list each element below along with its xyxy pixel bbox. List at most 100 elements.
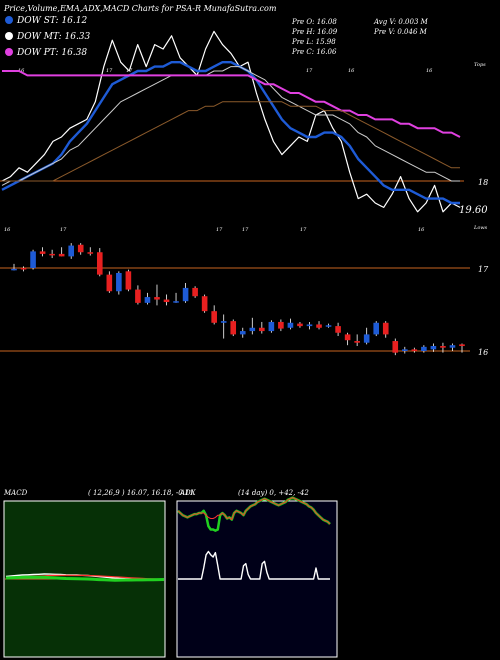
candle-body [11, 268, 17, 271]
stat-pre-open: Pre O: 16.08 [291, 18, 337, 26]
bottom-marker: 17 [216, 227, 223, 233]
candle-body [39, 251, 46, 254]
adx-params: (14 day) 0, +42, -42 [238, 489, 309, 497]
candle-body [30, 251, 36, 268]
candle-body [144, 297, 151, 303]
candle-body [373, 322, 380, 335]
chart-title: Price,Volume,EMA,ADX,MACD Charts for PSA… [3, 4, 277, 13]
stats-block: Pre O: 16.08 Pre H: 16.09 Pre L: 15.98 P… [291, 18, 429, 56]
candle-body [382, 322, 389, 335]
top-marker: 16 [348, 68, 355, 74]
ema-series-3 [2, 70, 461, 138]
bottom-marker: 16 [418, 227, 425, 233]
bottom-marker: 17 [60, 227, 67, 233]
candle-body [430, 346, 437, 350]
adx-series-0 [178, 550, 330, 580]
ema-series-0 [1, 30, 461, 213]
macd-lines [5, 573, 165, 582]
ema-panel: Tops 16 17 17 17 16 16 18 19.60 [0, 30, 488, 216]
level-label: 18 [478, 178, 488, 187]
y-tick-16: 16 [478, 348, 488, 357]
candle-body [68, 245, 74, 257]
ema-series-1 [1, 61, 460, 205]
candle-body [363, 334, 370, 343]
candle-body [249, 327, 256, 332]
candle-body [135, 289, 141, 303]
bottom-markers: 16 17 17 17 17 16 [4, 227, 425, 233]
candle-body [344, 334, 351, 341]
ema-series-4 [2, 101, 460, 182]
candle-body [201, 296, 208, 312]
legend-label-st: DOW ST: 16.12 [16, 16, 87, 26]
adx-series-2 [177, 497, 331, 525]
candle-body [230, 321, 237, 335]
stat-pre-close: Pre C: 16.06 [291, 48, 337, 56]
candle-body [392, 341, 399, 353]
candle-body [87, 252, 94, 254]
legend-label-mt: DOW MT: 16.33 [16, 32, 91, 42]
candle-body [306, 324, 313, 327]
stat-avg-volume: Avg V: 0.003 M [373, 18, 429, 26]
candle-body [278, 321, 284, 329]
bottom-marker: 16 [4, 227, 11, 233]
candle-body [268, 321, 275, 332]
stat-pre-high: Pre H: 16.09 [291, 28, 338, 36]
candle-panel: Lows 16 17 17 17 17 16 17 16 [0, 225, 489, 357]
top-marker: 16 [18, 68, 25, 74]
candle-body [220, 321, 227, 323]
candle-body [449, 345, 456, 348]
candle-body [58, 253, 65, 257]
candle-body [154, 297, 160, 300]
candle-body [354, 341, 360, 343]
macd-params: ( 12,26,9 ) 16.07, 16.18, -0.11 [88, 489, 194, 497]
candle-body [49, 253, 55, 256]
top-marker: 16 [426, 68, 433, 74]
candle-body [182, 287, 189, 302]
macd-series-2 [5, 575, 165, 582]
top-marker: 17 [306, 68, 313, 74]
candle-body [411, 349, 418, 351]
candle-body [239, 331, 246, 335]
y-tick-17: 17 [478, 265, 489, 274]
candle-body [459, 344, 465, 347]
legend-swatch-st [5, 16, 13, 24]
candle-body [192, 287, 198, 297]
candle-body [335, 326, 341, 333]
macd-title: MACD [3, 489, 28, 497]
adx-lines [177, 496, 331, 580]
candle-body [316, 324, 322, 328]
candle-body [211, 311, 217, 323]
candle-body [325, 325, 332, 327]
tops-label: Tops [474, 62, 486, 68]
candle-body [421, 346, 427, 351]
last-value-label: 19.60 [459, 205, 488, 216]
lows-label: Lows [473, 225, 488, 231]
top-marker: 17 [106, 68, 113, 74]
candle-body [20, 268, 27, 270]
stat-pre-low: Pre L: 15.98 [291, 38, 336, 46]
candle-body [125, 271, 132, 290]
macd-panel: MACD ( 12,26,9 ) 16.07, 16.18, -0.11 [3, 489, 194, 658]
candle-body [106, 274, 113, 292]
adx-title: ADX [179, 489, 197, 497]
adx-panel: ADX (14 day) 0, +42, -42 [176, 489, 338, 658]
candle-body [297, 323, 303, 327]
candle-body [116, 272, 122, 292]
candle-body [287, 322, 294, 328]
candle-body [259, 327, 265, 332]
legend-label-pt: DOW PT: 16.38 [16, 48, 87, 58]
candle-body [440, 346, 446, 348]
candle-body [163, 299, 170, 303]
bottom-marker: 17 [242, 227, 249, 233]
legend-swatch-pt [5, 48, 13, 56]
ema-lines [1, 30, 461, 213]
ema-series-2 [1, 66, 460, 186]
candle-body [96, 252, 103, 275]
candles [11, 243, 465, 356]
bottom-marker: 17 [300, 227, 307, 233]
legend-swatch-mt [5, 32, 13, 40]
candle-body [173, 301, 179, 303]
legend: DOW ST: 16.12 DOW MT: 16.33 DOW PT: 16.3… [5, 16, 91, 58]
stat-pre-volume: Pre V: 0.046 M [373, 28, 428, 36]
